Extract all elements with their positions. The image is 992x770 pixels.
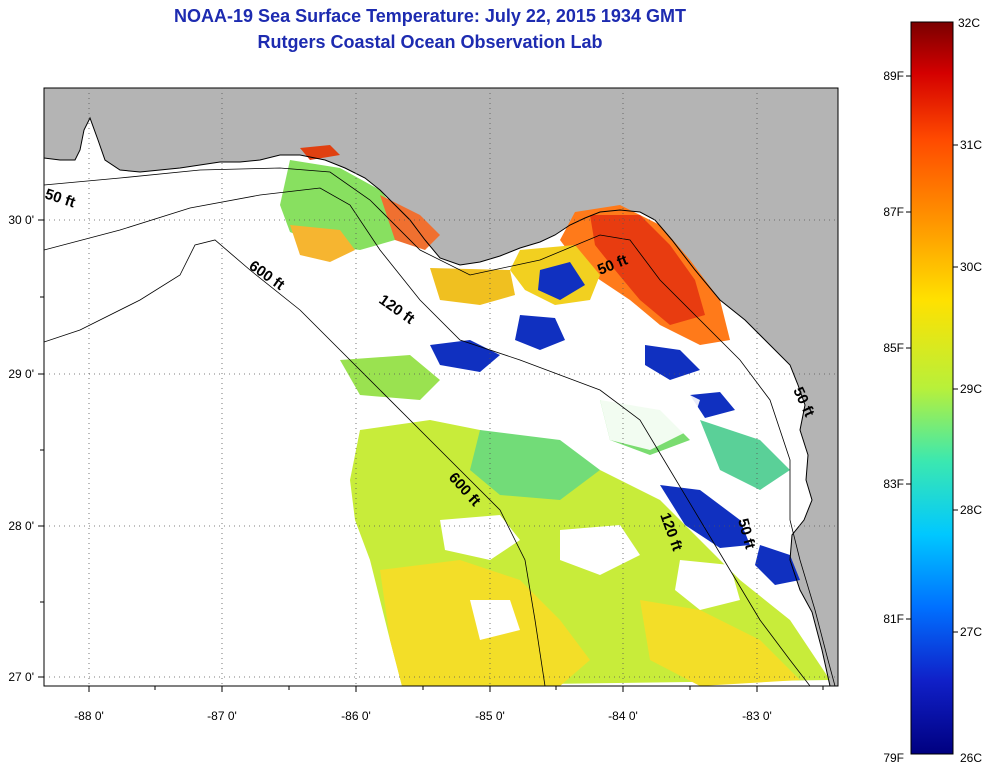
x-tick-label: -86 0' [341,709,371,723]
colorbar-label: 31C [960,138,982,152]
land-mass [44,88,838,686]
x-tick-label: -85 0' [475,709,505,723]
colorbar-label: 87F [883,205,904,219]
colorbar-label: 26C [960,751,982,765]
colorbar-label: 29C [960,382,982,396]
colorbar-label: 83F [883,477,904,491]
map-subtitle: Rutgers Coastal Ocean Observation Lab [257,32,603,52]
colorbar-label: 27C [960,625,982,639]
x-tick-label: -87 0' [207,709,237,723]
colorbar-fahrenheit-labels: 89F 87F 85F 83F 81F 79F [883,69,904,765]
axis-ticks [38,219,824,692]
map-title: NOAA-19 Sea Surface Temperature: July 22… [174,6,686,26]
x-tick-label: -83 0' [742,709,772,723]
y-tick-label: 27 0' [8,670,34,684]
colorbar-label: 28C [960,503,982,517]
bathymetry-contours [44,167,836,686]
colorbar-label: 81F [883,612,904,626]
colorbar-label: 32C [958,16,980,30]
x-tick-label: -84 0' [608,709,638,723]
colorbar-celsius-labels: 32C 31C 30C 29C 28C 27C 26C [958,16,982,765]
y-tick-label: 29 0' [8,367,34,381]
x-axis-labels: -88 0' -87 0' -86 0' -85 0' -84 0' -83 0… [74,709,772,723]
y-axis-labels: 30 0' 29 0' 28 0' 27 0' [8,213,34,684]
colorbar-label: 85F [883,341,904,355]
y-tick-label: 30 0' [8,213,34,227]
colorbar-label: 79F [883,751,904,765]
temperature-colorbar [910,21,954,755]
sst-data [280,145,830,686]
colorbar-ticks [906,75,958,633]
colorbar-label: 89F [883,69,904,83]
x-tick-label: -88 0' [74,709,104,723]
y-tick-label: 28 0' [8,519,34,533]
colorbar-label: 30C [960,260,982,274]
